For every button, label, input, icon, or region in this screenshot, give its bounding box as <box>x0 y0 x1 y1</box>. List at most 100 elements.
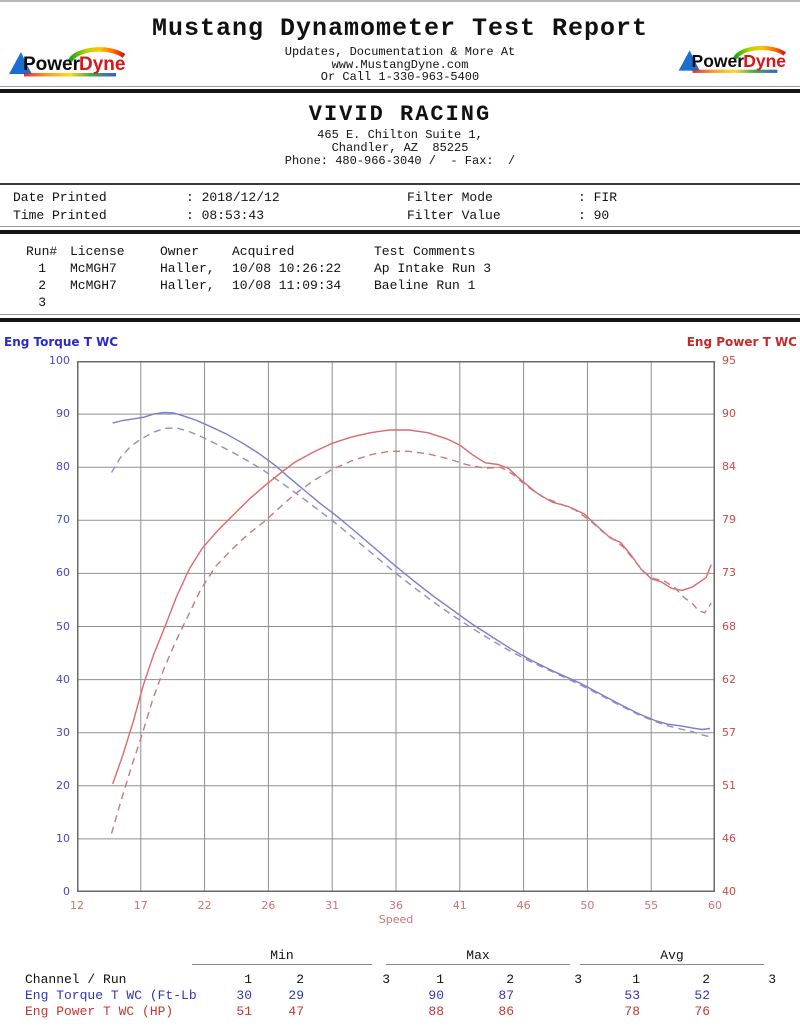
channel-label: Eng Power T WC (HP) <box>25 1004 174 1019</box>
y-right-tick-label: 90 <box>722 407 736 421</box>
torque-run2-line <box>110 427 711 738</box>
channel-run-header: Channel / Run <box>25 972 127 987</box>
run-row: 3 <box>0 295 800 310</box>
run-acquired-cell: 10/08 10:26:22 <box>232 261 342 276</box>
comments-col-header: Test Comments <box>374 244 476 259</box>
filter-mode-label: Filter Mode <box>407 190 493 205</box>
y-right-tick-label: 79 <box>722 513 736 527</box>
date-printed-value: : 2018/12/12 <box>186 190 280 205</box>
y-left-tick-label: 30 <box>56 725 70 739</box>
y-left-tick-label: 90 <box>56 407 70 421</box>
run-owner-cell: Haller, <box>160 278 215 293</box>
x-tick-label: 22 <box>197 899 212 912</box>
filter-mode-text: FIR <box>593 190 618 205</box>
y-left-tick-label: 0 <box>63 885 70 898</box>
run-number-header: 1 <box>244 972 252 987</box>
run-acquired-cell: 10/08 11:09:34 <box>232 278 342 293</box>
run-number-header: 3 <box>768 972 776 987</box>
powerdyne-logo-right: Power Dyne <box>674 30 794 83</box>
run-row: 2 McMGH7 Haller, 10/08 11:09:34 Baeline Run … <box>0 278 800 293</box>
y-left-tick-label: 60 <box>56 566 70 580</box>
needle-icon <box>9 52 32 74</box>
torque-run1-line <box>112 411 710 731</box>
section-divider <box>0 86 800 87</box>
time-printed-text: 08:53:43 <box>201 208 265 223</box>
report-title: Mustang Dynamometer Test Report <box>151 14 649 43</box>
license-col-header: License <box>70 244 125 259</box>
max-group-underline <box>386 964 570 965</box>
y-right-tick-label: 51 <box>722 778 736 792</box>
stat-value: 90 <box>428 988 444 1003</box>
stat-value: 51 <box>236 1004 252 1019</box>
filter-value-label: Filter Value <box>407 208 501 223</box>
power-run2-line <box>110 450 712 834</box>
run-number-header: 1 <box>436 972 444 987</box>
separator: : <box>578 190 586 205</box>
min-group-header: Min <box>270 948 294 963</box>
run-comments-cell: Ap Intake Run 3 <box>374 261 492 276</box>
power-run1-line <box>112 429 712 785</box>
stat-value: 30 <box>236 988 252 1003</box>
x-tick-label: 31 <box>325 899 340 912</box>
y-right-tick-label: 57 <box>722 725 736 739</box>
avg-group-underline <box>580 964 764 965</box>
dealer-phone-line: Phone: 480-966-3040 / - Fax: / <box>284 154 516 168</box>
section-divider <box>0 226 800 227</box>
left-axis-title: Eng Torque T WC <box>4 335 119 349</box>
x-tick-label: 41 <box>452 899 467 912</box>
section-divider <box>0 318 800 322</box>
rainbow-strip <box>24 73 116 77</box>
dealer-address-line-2: Chandler, AZ 85225 <box>331 141 469 155</box>
channel-label: Eng Torque T WC (Ft-Lb <box>25 988 197 1003</box>
x-tick-label: 60 <box>708 899 722 912</box>
y-left-tick-label: 10 <box>56 831 70 845</box>
x-tick-label: 26 <box>261 899 276 912</box>
stat-value: 53 <box>624 988 640 1003</box>
stat-value: 78 <box>624 1004 640 1019</box>
header-website: www.MustangDyne.com <box>331 58 469 72</box>
stat-value: 86 <box>498 1004 514 1019</box>
y-left-tick-label: 100 <box>49 354 70 367</box>
y-right-tick-label: 95 <box>722 354 736 367</box>
run-license-cell: McMGH7 <box>70 278 117 293</box>
separator: : <box>186 208 194 223</box>
stat-value: 87 <box>498 988 514 1003</box>
run-number-header: 1 <box>632 972 640 987</box>
y-right-tick-label: 84 <box>722 460 736 474</box>
powerdyne-wordmark-power: Power <box>23 54 81 75</box>
y-left-tick-label: 70 <box>56 513 70 527</box>
run-comments-cell: Baeline Run 1 <box>374 278 476 293</box>
run-number-cell: 1 <box>38 261 46 276</box>
y-right-tick-label: 40 <box>722 885 736 898</box>
header-phone: Or Call 1-330-963-5400 <box>320 70 480 84</box>
section-divider <box>0 314 800 315</box>
rainbow-strip <box>692 69 778 73</box>
run-number-cell: 3 <box>38 295 46 310</box>
run-number-header: 3 <box>574 972 582 987</box>
gauge-arc-icon <box>67 47 126 63</box>
run-number-header: 2 <box>702 972 710 987</box>
y-left-tick-label: 20 <box>56 778 70 792</box>
x-tick-label: 46 <box>516 899 531 912</box>
stat-value: 88 <box>428 1004 444 1019</box>
y-right-tick-label: 46 <box>722 831 736 845</box>
dealer-address-line-1: 465 E. Chilton Suite 1, <box>317 128 483 142</box>
x-tick-label: 55 <box>644 899 659 912</box>
powerdyne-wordmark-dyne: Dyne <box>79 54 125 75</box>
separator: : <box>186 190 194 205</box>
y-left-tick-label: 50 <box>56 619 70 633</box>
y-right-tick-label: 68 <box>722 619 736 633</box>
run-owner-cell: Haller, <box>160 261 215 276</box>
section-divider <box>0 230 800 234</box>
run-number-header: 2 <box>296 972 304 987</box>
filter-value-value: : 90 <box>578 208 609 223</box>
y-left-tick-label: 80 <box>56 460 70 474</box>
y-left-tick-label: 40 <box>56 672 70 686</box>
stat-value: 76 <box>694 1004 710 1019</box>
filter-value-text: 90 <box>593 208 610 223</box>
x-tick-label: 12 <box>70 899 84 912</box>
x-axis-title: Speed <box>378 913 414 926</box>
right-axis-title: Eng Power T WC <box>686 335 797 349</box>
x-tick-label: 36 <box>389 899 403 912</box>
